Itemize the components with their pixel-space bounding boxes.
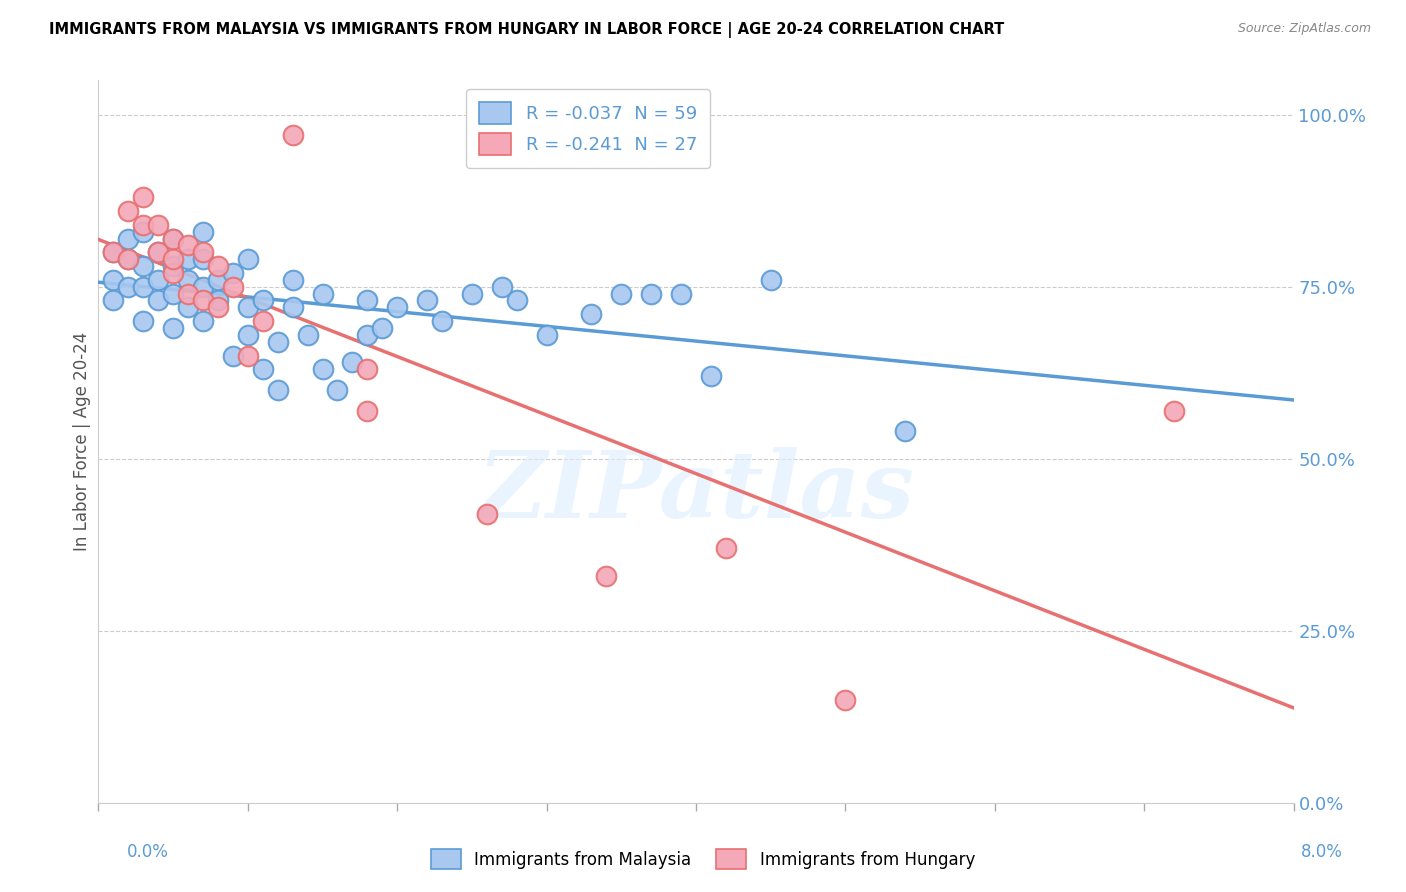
Point: [236, 252, 259, 267]
Legend: Immigrants from Malaysia, Immigrants from Hungary: Immigrants from Malaysia, Immigrants fro…: [420, 838, 986, 880]
Point: [191, 279, 214, 293]
Point: [759, 273, 782, 287]
Point: [191, 314, 214, 328]
Point: [669, 286, 692, 301]
Point: [491, 279, 513, 293]
Text: 8.0%: 8.0%: [1301, 843, 1343, 861]
Text: ZIPatlas: ZIPatlas: [478, 447, 914, 537]
Point: [356, 362, 378, 376]
Point: [222, 349, 245, 363]
Point: [132, 218, 155, 232]
Point: [430, 314, 453, 328]
Point: [207, 301, 229, 315]
Point: [191, 225, 214, 239]
Point: [148, 218, 170, 232]
Point: [103, 293, 125, 308]
Y-axis label: In Labor Force | Age 20-24: In Labor Force | Age 20-24: [73, 332, 91, 551]
Point: [191, 252, 214, 267]
Point: [132, 279, 155, 293]
Point: [700, 369, 723, 384]
Text: Source: ZipAtlas.com: Source: ZipAtlas.com: [1237, 22, 1371, 36]
Point: [162, 252, 184, 267]
Point: [148, 273, 170, 287]
Point: [222, 266, 245, 280]
Point: [714, 541, 737, 556]
Point: [236, 301, 259, 315]
Point: [311, 286, 333, 301]
Point: [222, 279, 245, 293]
Point: [236, 327, 259, 342]
Point: [267, 334, 290, 349]
Point: [162, 321, 184, 335]
Point: [132, 314, 155, 328]
Point: [834, 692, 856, 706]
Point: [177, 252, 200, 267]
Point: [162, 231, 184, 245]
Point: [326, 383, 349, 397]
Point: [162, 286, 184, 301]
Point: [610, 286, 633, 301]
Point: [311, 362, 333, 376]
Point: [506, 293, 529, 308]
Point: [117, 204, 139, 219]
Point: [371, 321, 394, 335]
Point: [356, 293, 378, 308]
Point: [177, 301, 200, 315]
Point: [281, 128, 304, 143]
Point: [162, 259, 184, 273]
Point: [281, 301, 304, 315]
Point: [117, 279, 139, 293]
Point: [191, 293, 214, 308]
Point: [356, 327, 378, 342]
Point: [177, 286, 200, 301]
Point: [103, 245, 125, 260]
Point: [148, 245, 170, 260]
Point: [640, 286, 662, 301]
Point: [132, 190, 155, 204]
Point: [132, 259, 155, 273]
Point: [461, 286, 484, 301]
Point: [117, 252, 139, 267]
Point: [148, 245, 170, 260]
Point: [207, 273, 229, 287]
Point: [252, 314, 274, 328]
Point: [356, 403, 378, 417]
Point: [162, 231, 184, 245]
Point: [103, 245, 125, 260]
Point: [297, 327, 319, 342]
Point: [894, 424, 917, 438]
Point: [103, 273, 125, 287]
Point: [117, 252, 139, 267]
Point: [416, 293, 439, 308]
Point: [475, 507, 498, 521]
Point: [148, 293, 170, 308]
Point: [207, 259, 229, 273]
Text: IMMIGRANTS FROM MALAYSIA VS IMMIGRANTS FROM HUNGARY IN LABOR FORCE | AGE 20-24 C: IMMIGRANTS FROM MALAYSIA VS IMMIGRANTS F…: [49, 22, 1004, 38]
Point: [191, 245, 214, 260]
Point: [581, 307, 603, 321]
Point: [252, 362, 274, 376]
Point: [236, 349, 259, 363]
Point: [177, 273, 200, 287]
Text: 0.0%: 0.0%: [127, 843, 169, 861]
Point: [207, 293, 229, 308]
Point: [267, 383, 290, 397]
Point: [281, 273, 304, 287]
Point: [342, 355, 364, 369]
Point: [252, 293, 274, 308]
Point: [177, 238, 200, 252]
Point: [536, 327, 558, 342]
Point: [595, 568, 617, 582]
Point: [385, 301, 409, 315]
Legend: R = -0.037  N = 59, R = -0.241  N = 27: R = -0.037 N = 59, R = -0.241 N = 27: [465, 89, 710, 168]
Point: [1163, 403, 1185, 417]
Point: [132, 225, 155, 239]
Point: [117, 231, 139, 245]
Point: [162, 266, 184, 280]
